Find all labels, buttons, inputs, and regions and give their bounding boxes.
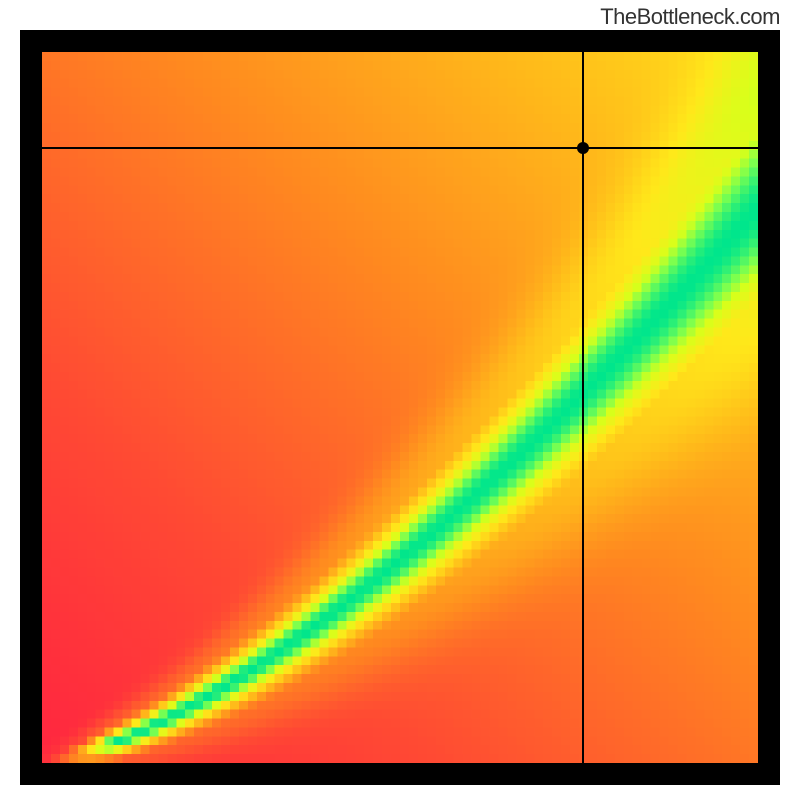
crosshair-horizontal-line	[42, 147, 758, 149]
crosshair-vertical-line	[582, 52, 584, 763]
watermark-text: TheBottleneck.com	[600, 4, 780, 30]
bottleneck-heatmap	[42, 52, 758, 763]
crosshair-marker-dot	[577, 142, 589, 154]
chart-container: TheBottleneck.com	[0, 0, 800, 800]
